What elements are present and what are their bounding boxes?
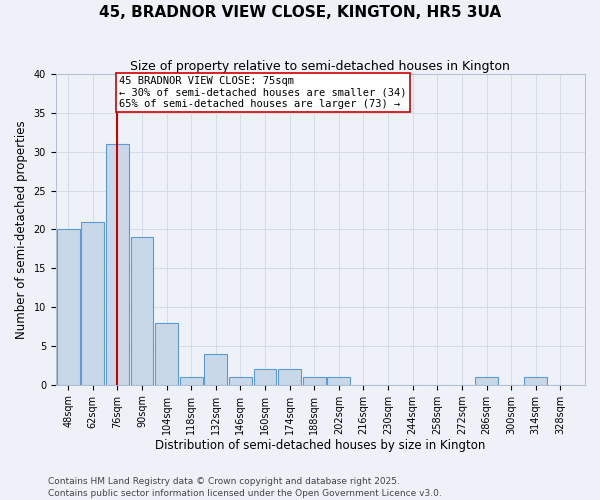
Bar <box>229 377 252 384</box>
Text: Contains HM Land Registry data © Crown copyright and database right 2025.
Contai: Contains HM Land Registry data © Crown c… <box>48 476 442 498</box>
Text: 45 BRADNOR VIEW CLOSE: 75sqm
← 30% of semi-detached houses are smaller (34)
65% : 45 BRADNOR VIEW CLOSE: 75sqm ← 30% of se… <box>119 76 407 109</box>
Bar <box>303 377 326 384</box>
Bar <box>131 237 154 384</box>
Bar <box>524 377 547 384</box>
Text: 45, BRADNOR VIEW CLOSE, KINGTON, HR5 3UA: 45, BRADNOR VIEW CLOSE, KINGTON, HR5 3UA <box>99 5 501 20</box>
Bar <box>81 222 104 384</box>
Bar <box>56 230 80 384</box>
Bar <box>278 369 301 384</box>
Bar <box>180 377 203 384</box>
Bar <box>106 144 129 384</box>
Bar <box>205 354 227 384</box>
Y-axis label: Number of semi-detached properties: Number of semi-detached properties <box>15 120 28 339</box>
Bar <box>254 369 277 384</box>
Bar <box>328 377 350 384</box>
Bar <box>475 377 498 384</box>
Title: Size of property relative to semi-detached houses in Kington: Size of property relative to semi-detach… <box>130 60 511 73</box>
Bar <box>155 322 178 384</box>
X-axis label: Distribution of semi-detached houses by size in Kington: Distribution of semi-detached houses by … <box>155 440 485 452</box>
